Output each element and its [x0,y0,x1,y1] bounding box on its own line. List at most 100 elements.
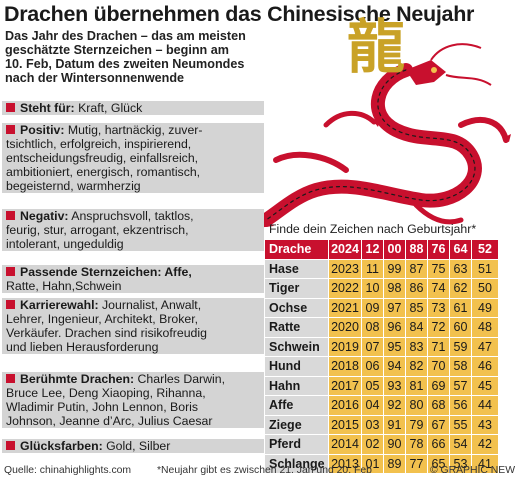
section-line: und lieben Herausforderung [6,340,159,354]
year-cell: 81 [406,376,428,396]
year-cell: 70 [428,357,450,377]
year-cell: 69 [428,376,450,396]
year-cell: 2016 [329,396,362,416]
year-cell: 78 [406,435,428,455]
sign-name-cell: Hase [265,259,329,279]
year-cell: 65 [428,454,450,474]
year-cell: 2018 [329,357,362,377]
year-cell: 87 [406,259,428,279]
year-cell: 11 [362,259,384,279]
section-line: Lehrer, Ingenieur, Architekt, Broker, [6,312,199,326]
year-cell: 10 [362,279,384,299]
year-cell: 63 [450,259,472,279]
bullet-square-icon [6,125,15,134]
year-cell: 99 [384,259,406,279]
year-cell: 86 [406,279,428,299]
bullet-square-icon [6,300,15,309]
intro-line: Das Jahr des Drachen – das am meisten [5,29,246,43]
year-cell: 50 [472,279,499,299]
table-header-cell: 52 [472,240,499,260]
year-cell: 09 [362,298,384,318]
table-row: Hahn 2017 05 93 81 69 57 45 [265,376,499,396]
sign-name-cell: Ratte [265,318,329,338]
year-cell: 54 [450,435,472,455]
year-cell: 2021 [329,298,362,318]
year-cell: 60 [450,318,472,338]
section-heading: Steht für: [20,101,75,115]
year-cell: 91 [384,415,406,435]
section-line: Wladimir Putin, John Lennon, Boris [6,400,199,414]
section-line: Ratte, Hahn,Schwein [6,279,122,293]
table-title: Finde dein Zeichen nach Geburtsjahr* [269,222,477,236]
year-cell: 06 [362,357,384,377]
dragon-illustration [256,43,511,228]
year-cell: 98 [384,279,406,299]
year-cell: 03 [362,415,384,435]
year-cell: 95 [384,337,406,357]
bullet-square-icon [6,103,15,112]
table-row: Pferd 2014 02 90 78 66 54 42 [265,435,499,455]
section-negative: Negativ: Anspruchsvoll, taktlos, feurig,… [2,209,264,251]
year-cell: 55 [450,415,472,435]
year-cell: 57 [450,376,472,396]
section-heading: Karrierewahl: [20,298,99,312]
source-note: Quelle: chinahighlights.com [4,465,132,476]
section-heading: Positiv: [20,123,65,137]
year-cell: 2015 [329,415,362,435]
section-line: ambitioniert, energisch, romantisch, [6,165,201,179]
year-cell: 93 [384,376,406,396]
year-cell: 2017 [329,376,362,396]
sign-name-cell: Affe [265,396,329,416]
intro-line: nach der Wintersonnenwende [5,71,185,85]
year-cell: 07 [362,337,384,357]
table-header-cell: 2024 [329,240,362,260]
year-cell: 68 [428,396,450,416]
table-row: Schlange 2013 01 89 77 65 53 41 [265,454,499,474]
bullet-square-icon [6,374,15,383]
intro-line: 10. Feb, Datum des zweiten Neumondes [5,57,245,71]
table-row: Ratte 2020 08 96 84 72 60 48 [265,318,499,338]
section-line: Kraft, Glück [74,101,143,115]
year-cell: 02 [362,435,384,455]
section-heading: Negativ: [20,209,69,223]
section-line: Mutig, hartnäckig, zuver- [64,123,203,137]
year-cell: 73 [428,298,450,318]
year-cell: 2022 [329,279,362,299]
year-cell: 77 [406,454,428,474]
table-header-row: Drache 2024 12 00 88 76 64 52 [265,240,499,260]
section-line: Verkäufer. Drachen sind risikofreudig [6,326,207,340]
section-line: intolerant, ungeduldig [6,237,124,251]
table-header-cell: Drache [265,240,329,260]
section-lucky-colors: Glücksfarben: Gold, Silber [2,439,264,453]
section-line: feurig, stur, arrogant, ekzentrisch, [6,223,189,237]
sign-name-cell: Pferd [265,435,329,455]
table-header-cell: 88 [406,240,428,260]
year-cell: 89 [384,454,406,474]
year-cell: 2023 [329,259,362,279]
year-cell: 84 [406,318,428,338]
section-line: Bruce Lee, Deng Xiaoping, Rihanna, [6,386,206,400]
year-cell: 05 [362,376,384,396]
year-cell: 42 [472,435,499,455]
table-row: Hund 2018 06 94 82 70 58 46 [265,357,499,377]
dragon-character: 龍 [347,13,406,81]
table-header-cell: 76 [428,240,450,260]
table-row: Affe 2016 04 92 80 68 56 44 [265,396,499,416]
section-famous-dragons: Berühmte Drachen: Charles Darwin, Bruce … [2,372,264,428]
year-cell: 41 [472,454,499,474]
credit: © GRAPHIC NEWS [430,465,515,476]
table-header-cell: 00 [384,240,406,260]
intro-text: Das Jahr des Drachen – das am meisten ge… [5,29,305,85]
section-line: tsichtlich, erfolgreich, inspirierend, [6,137,192,151]
year-cell: 94 [384,357,406,377]
year-cell: 58 [450,357,472,377]
bullet-square-icon [6,441,15,450]
page-title: Drachen übernehmen das Chinesische Neuja… [4,2,475,26]
year-cell: 2019 [329,337,362,357]
sign-name-cell: Ziege [265,415,329,435]
year-cell: 80 [406,396,428,416]
year-cell: 61 [450,298,472,318]
sign-name-cell: Schwein [265,337,329,357]
year-cell: 97 [384,298,406,318]
intro-line: geschätzte Sternzeichen – beginn am [5,43,229,57]
